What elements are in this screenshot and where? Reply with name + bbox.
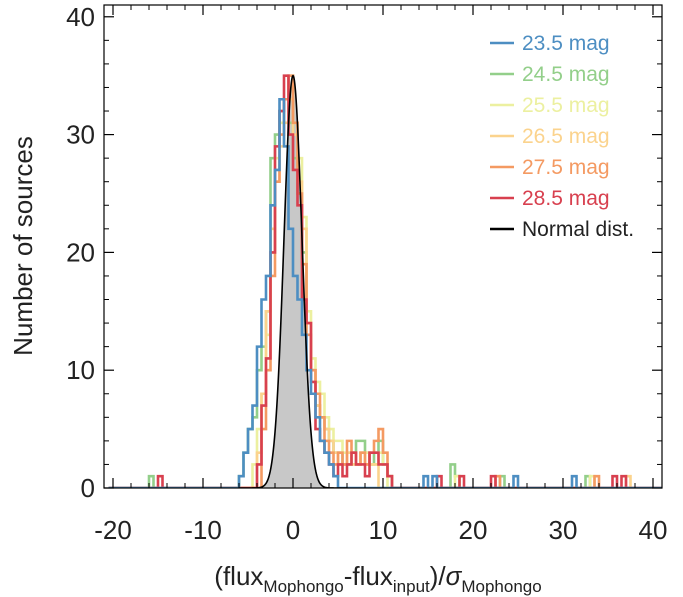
- histogram-series-24-5-mag: [108, 97, 662, 488]
- legend-label: 26.5 mag: [522, 125, 610, 148]
- x-tick-label: -10: [184, 515, 222, 545]
- tick-labels: -20 -10 0 10 20 30 40 0 10 20 30 40: [66, 2, 667, 545]
- legend-entry: 24.5 mag: [490, 63, 610, 86]
- legend-entry: 27.5 mag: [490, 156, 610, 179]
- legend-label: 24.5 mag: [522, 63, 610, 86]
- y-tick-label: 0: [81, 473, 95, 503]
- x-tick-label: -20: [94, 515, 132, 545]
- x-tick-label: 10: [369, 515, 398, 545]
- y-tick-label: 10: [66, 355, 95, 385]
- legend-entry: 23.5 mag: [490, 32, 610, 55]
- x-tick-label: 40: [639, 515, 668, 545]
- x-tick-label: 20: [459, 515, 488, 545]
- y-axis-label: Number of sources: [8, 136, 38, 356]
- legend-label: 27.5 mag: [522, 156, 610, 179]
- x-tick-label: 30: [549, 515, 578, 545]
- x-axis-label: (fluxMophongo-fluxinput)/σMophongo: [214, 561, 541, 596]
- legend-entry: 26.5 mag: [490, 125, 610, 148]
- legend-label: 28.5 mag: [522, 187, 610, 210]
- normal-curve-fill: [239, 75, 347, 488]
- x-tick-label: 0: [286, 515, 300, 545]
- tick-marks: [104, 5, 662, 489]
- histogram-series-27-5-mag: [108, 74, 662, 488]
- legend-entry: 25.5 mag: [490, 94, 610, 117]
- y-tick-label: 20: [66, 237, 95, 267]
- y-tick-label: 30: [66, 120, 95, 150]
- legend: 23.5 mag 24.5 mag 25.5 mag 26.5 mag 27.5 mag…: [490, 32, 634, 241]
- legend-entry: 28.5 mag: [490, 187, 610, 210]
- y-tick-label: 40: [66, 2, 95, 32]
- legend-label: Normal dist.: [522, 218, 634, 241]
- legend-label: 23.5 mag: [522, 32, 610, 55]
- legend-entry: Normal dist.: [490, 218, 634, 241]
- normal-curve-layer: [239, 75, 347, 488]
- histogram-series-28-5-mag: [108, 74, 662, 488]
- legend-label: 25.5 mag: [522, 94, 610, 117]
